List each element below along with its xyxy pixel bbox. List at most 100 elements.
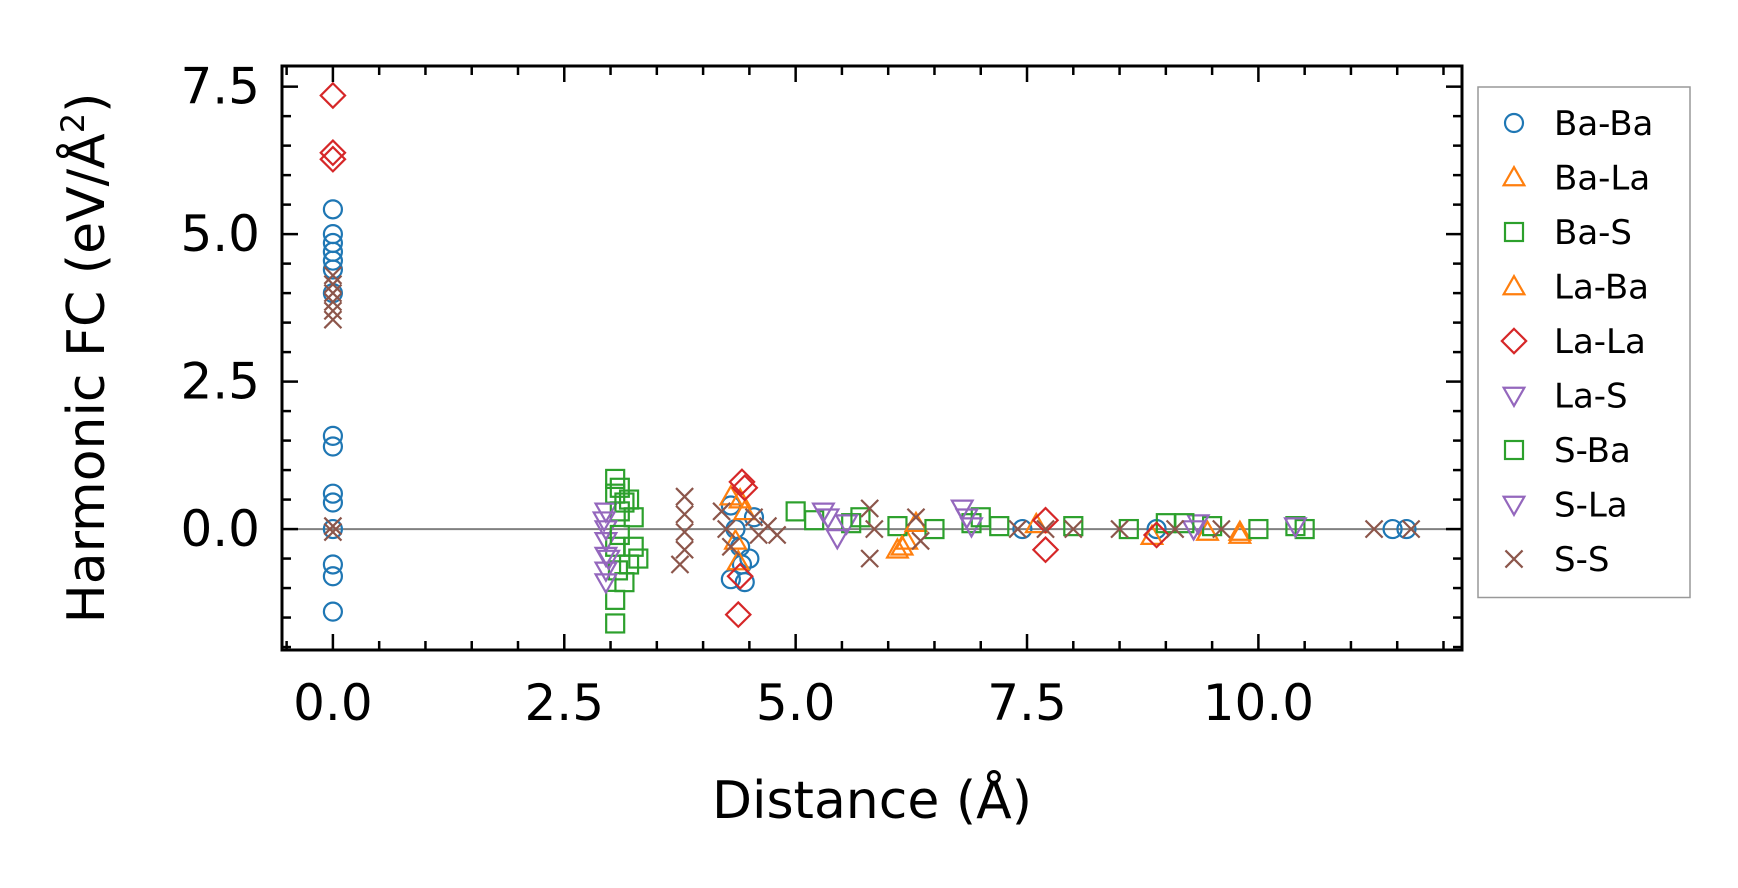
data-point — [1012, 518, 1033, 540]
x-axis-title: Distance (Å) — [712, 769, 1032, 831]
y-axis-title-main: Harmonic FC (eV/Å — [55, 133, 117, 624]
data-point — [1396, 518, 1417, 540]
data-point — [712, 502, 731, 521]
data-point — [323, 274, 343, 294]
plot-frame — [280, 64, 1464, 652]
tick-labels-layer: 0.0 2.5 5.0 7.5 10.0 0.0 2.5 5.0 7.5 — [180, 58, 1314, 732]
data-point — [731, 474, 759, 502]
data-point — [887, 516, 908, 537]
data-point — [743, 507, 765, 528]
ticks-layer — [282, 66, 1462, 650]
legend: Ba-Ba Ba-La Ba-S La-Ba La-La La-S S-Ba S-La S-S — [1477, 86, 1691, 599]
data-point — [319, 81, 347, 110]
y-tick-label: 0.0 — [180, 500, 260, 558]
data-point — [739, 548, 760, 569]
legend-item: La-S — [1501, 377, 1628, 417]
data-point — [675, 504, 694, 524]
legend-label: S-Ba — [1554, 431, 1631, 471]
data-point — [609, 524, 630, 546]
data-point — [323, 301, 343, 321]
legend-item: S-Ba — [1503, 431, 1631, 471]
data-point — [322, 483, 344, 504]
x-tick-label: 5.0 — [756, 674, 836, 732]
data-point — [322, 518, 344, 540]
data-point — [323, 310, 343, 329]
data-point — [319, 145, 347, 173]
legend-marker — [1501, 386, 1527, 409]
legend-item: S-La — [1501, 486, 1628, 526]
legend-item: Ba-La — [1501, 159, 1650, 199]
data-point — [1031, 536, 1060, 564]
y-tick-label: 5.0 — [180, 205, 260, 263]
legend-item: Ba-Ba — [1503, 104, 1653, 144]
series-la-la — [319, 81, 1171, 629]
data-point — [1283, 517, 1308, 539]
data-point — [767, 525, 787, 545]
data-point — [614, 492, 635, 513]
data-point — [724, 600, 752, 629]
y-tick-label: 7.5 — [180, 58, 260, 116]
data-point — [323, 292, 343, 312]
points-layer — [319, 81, 1421, 634]
data-point — [1063, 519, 1083, 539]
data-point — [323, 516, 343, 536]
data-point — [618, 554, 640, 575]
x-tick-label: 2.5 — [525, 674, 605, 732]
data-point — [322, 601, 344, 622]
data-point — [675, 487, 694, 506]
data-point — [734, 572, 755, 593]
data-point — [1181, 520, 1206, 542]
legend-marker — [1500, 327, 1528, 355]
data-point — [1364, 519, 1384, 539]
data-point — [596, 549, 621, 572]
data-point — [1142, 521, 1171, 549]
series-s-s — [323, 266, 1421, 574]
data-point — [1165, 519, 1185, 539]
data-point — [889, 534, 915, 556]
legend-marker — [1504, 549, 1524, 569]
x-tick-label: 0.0 — [293, 674, 373, 732]
y-axis-title-superscript: 2 — [54, 113, 92, 133]
data-point — [1401, 519, 1421, 539]
legend-items: Ba-Ba Ba-La Ba-S La-Ba La-La La-S S-Ba S-La S-S — [1500, 104, 1653, 580]
data-point — [1024, 511, 1049, 534]
data-point — [864, 519, 884, 539]
data-point — [721, 537, 741, 557]
data-point — [1227, 522, 1253, 544]
data-point — [670, 555, 690, 574]
legend-label: Ba-S — [1554, 213, 1632, 253]
data-point — [323, 522, 343, 542]
legend-marker — [1503, 439, 1525, 461]
data-point — [322, 259, 344, 280]
series-s-la — [591, 508, 1206, 572]
legend-label: S-S — [1554, 540, 1609, 580]
data-point — [1382, 518, 1403, 540]
x-tick-label: 10.0 — [1203, 674, 1314, 732]
data-point — [1008, 519, 1028, 539]
legend-marker — [1501, 273, 1527, 296]
data-point — [728, 468, 756, 496]
data-point — [1248, 518, 1269, 540]
data-point — [723, 528, 748, 550]
data-point — [716, 519, 736, 539]
legend-label: Ba-Ba — [1554, 104, 1653, 144]
data-point — [322, 554, 344, 575]
data-point — [924, 518, 945, 540]
legend-item: Ba-S — [1503, 213, 1632, 253]
legend-item: La-La — [1500, 322, 1646, 362]
legend-marker — [1503, 221, 1525, 243]
y-tick-label: 2.5 — [180, 353, 260, 411]
x-tick-label: 7.5 — [987, 674, 1067, 732]
y-axis-title: Harmonic FC (eV/Å2) — [54, 93, 117, 624]
legend-label: La-La — [1554, 322, 1646, 362]
data-point — [860, 549, 880, 568]
data-point — [726, 548, 751, 571]
data-point — [609, 477, 630, 498]
data-point — [323, 283, 343, 303]
data-point — [1036, 519, 1055, 539]
data-point — [322, 492, 344, 513]
data-point — [322, 199, 344, 220]
data-point — [815, 508, 841, 530]
data-point — [591, 511, 617, 533]
